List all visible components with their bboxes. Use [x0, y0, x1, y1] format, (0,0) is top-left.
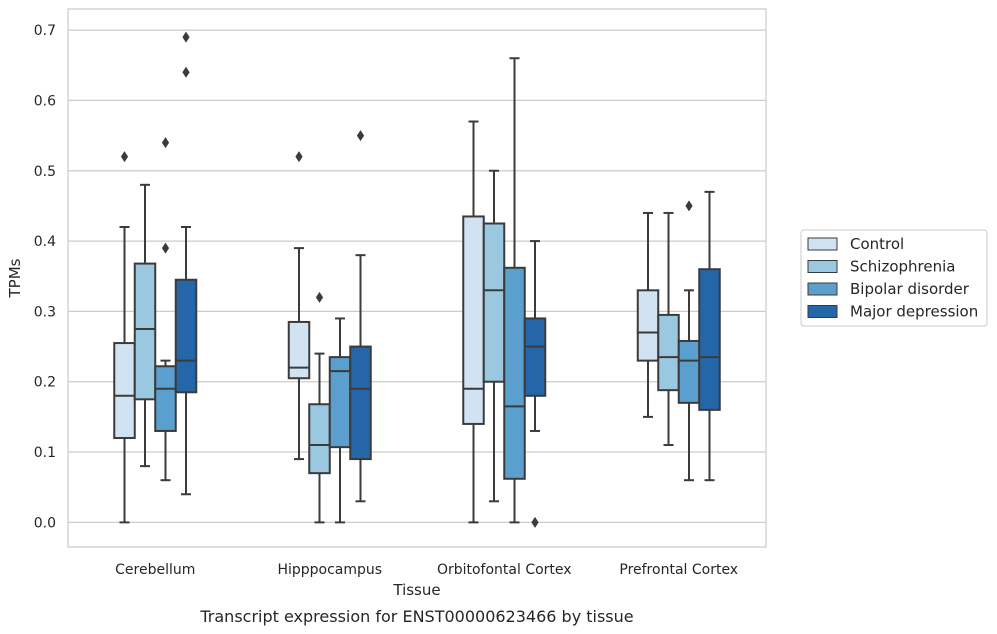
y-tick-label: 0.3 — [34, 304, 56, 320]
box-body — [462, 215, 485, 425]
box-schizophrenia — [133, 183, 157, 468]
outlier-point — [685, 200, 693, 212]
box-body — [287, 320, 311, 380]
x-tick-labels: Cerebellum Hipppocampus Orbitofontal Corte… — [115, 562, 738, 578]
chart-caption: Transcript expression for ENST0000062346… — [199, 607, 633, 626]
box-bipolar-disorder — [503, 57, 526, 524]
legend-swatch — [807, 237, 838, 251]
y-tick-label: 0.7 — [34, 23, 56, 39]
box-control — [287, 151, 311, 461]
legend: Control Schizophrenia Bipolar disorder Majo… — [800, 229, 988, 327]
box-schizophrenia — [308, 291, 331, 524]
box-major-depression — [349, 130, 372, 503]
box-body — [482, 222, 506, 383]
box-bipolar-disorder — [328, 317, 352, 524]
legend-label: Control — [850, 235, 904, 253]
y-tick-labels: 0.0 0.1 0.2 0.3 0.4 0.5 0.6 0.7 — [34, 23, 56, 531]
outlier-point — [295, 151, 303, 163]
y-tick-label: 0.5 — [34, 164, 56, 180]
legend-swatch — [807, 260, 838, 273]
box-control — [113, 151, 136, 524]
x-axis-label: Tissue — [392, 581, 440, 599]
box-major-depression — [698, 190, 721, 482]
outlier-point — [182, 66, 190, 78]
box-body — [154, 365, 177, 432]
y-tick-label: 0.4 — [34, 234, 56, 250]
legend-label: Schizophrenia — [850, 258, 955, 276]
box-series — [113, 31, 721, 528]
x-tick-label: Hipppocampus — [277, 562, 382, 578]
legend-swatch — [807, 305, 838, 318]
outlier-point — [531, 516, 539, 528]
box-bipolar-disorder — [677, 200, 701, 482]
box-control — [462, 120, 485, 524]
box-body — [636, 289, 660, 362]
legend-frame — [800, 229, 988, 327]
y-tick-label: 0.0 — [34, 515, 56, 531]
x-tick-label: Cerebellum — [115, 562, 195, 578]
x-tick-label: Orbitofontal Cortex — [437, 562, 572, 578]
box-schizophrenia — [482, 169, 506, 503]
legend-swatch — [807, 282, 838, 296]
outlier-point — [120, 151, 129, 163]
legend-label: Major depression — [850, 303, 978, 321]
y-axis-label: TPMs — [6, 258, 24, 298]
box-schizophrenia — [657, 211, 680, 447]
outlier-point — [182, 31, 190, 43]
y-tick-label: 0.6 — [34, 93, 56, 109]
box-major-depression — [174, 31, 198, 496]
box-bipolar-disorder — [154, 137, 177, 482]
x-tick-label: Prefrontal Cortex — [619, 562, 738, 578]
outlier-point — [161, 242, 170, 254]
grid-lines — [68, 29, 766, 524]
legend-label: Bipolar disorder — [850, 280, 970, 298]
box-body — [349, 345, 372, 461]
box-body — [174, 278, 198, 394]
box-body — [503, 266, 526, 480]
box-body — [308, 403, 331, 475]
box-major-depression — [523, 240, 547, 528]
box-body — [523, 317, 547, 397]
y-tick-label: 0.1 — [34, 445, 56, 461]
box-body — [657, 313, 680, 392]
outlier-point — [161, 137, 170, 149]
outlier-point — [315, 291, 324, 303]
box-body — [698, 268, 721, 411]
box-control — [636, 211, 660, 418]
y-tick-label: 0.2 — [34, 375, 56, 391]
outlier-point — [356, 130, 365, 142]
box-body — [133, 262, 157, 401]
plot-area-frame — [67, 8, 767, 548]
box-body — [677, 339, 701, 404]
box-body — [113, 342, 136, 439]
